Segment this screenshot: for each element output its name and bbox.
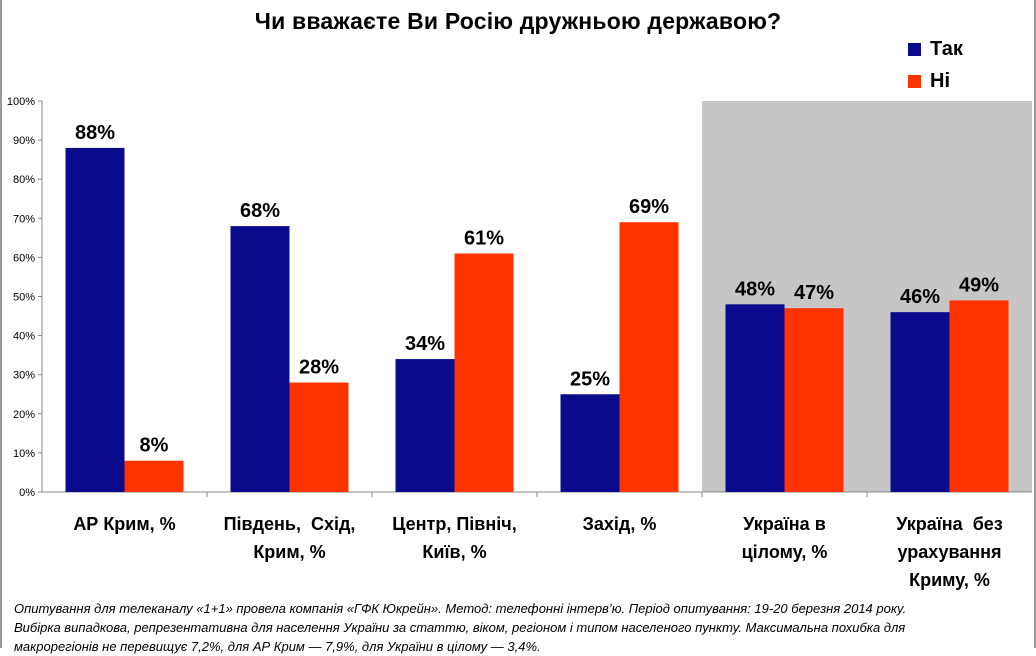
legend-item-no: Ні — [908, 65, 963, 97]
data-label-yes: 25% — [570, 368, 610, 390]
bar-no — [784, 308, 844, 492]
data-label-no: 47% — [794, 282, 834, 304]
bar-no — [454, 253, 514, 492]
y-tick-label: 50% — [13, 292, 35, 304]
legend-label-no: Ні — [930, 69, 950, 92]
category-label: АР Крим, % — [73, 514, 175, 534]
category-label: Київ, % — [422, 542, 486, 562]
y-tick-label: 30% — [13, 370, 35, 382]
category-label: Захід, % — [583, 514, 657, 534]
data-label-no: 61% — [464, 227, 504, 249]
legend-label-yes: Так — [930, 37, 963, 60]
bar-yes — [230, 226, 290, 492]
y-tick-label: 70% — [13, 213, 35, 225]
bar-yes — [560, 394, 620, 492]
y-tick-label: 100% — [7, 96, 35, 108]
data-label-no: 28% — [299, 357, 339, 379]
bar-yes — [725, 304, 785, 492]
y-tick-label: 80% — [13, 174, 35, 186]
data-label-yes: 88% — [75, 122, 115, 144]
y-tick-label: 0% — [19, 487, 35, 499]
left-frame-border — [0, 0, 2, 648]
legend-swatch-yes — [908, 42, 921, 56]
bar-no — [124, 460, 184, 492]
footnote-line: Опитування для телеканалу «1+1» провела … — [14, 601, 907, 616]
category-label: Криму, % — [909, 570, 990, 590]
y-tick-label: 40% — [13, 331, 35, 343]
footnote-line: Вибірка випадкова, репрезентативна для н… — [14, 620, 906, 635]
data-label-yes: 48% — [735, 278, 775, 300]
bar-yes — [65, 147, 125, 493]
data-label-no: 8% — [140, 435, 169, 457]
y-tick-label: 90% — [13, 135, 35, 147]
bar-no — [619, 222, 679, 492]
category-label: Україна без — [896, 514, 1003, 534]
data-label-no: 49% — [959, 274, 999, 296]
category-label: урахування — [897, 542, 1001, 562]
bar-yes — [890, 312, 950, 492]
data-label-yes: 34% — [405, 333, 445, 355]
legend-swatch-no — [908, 74, 921, 88]
bar-yes — [395, 359, 455, 492]
data-label-no: 69% — [629, 196, 669, 218]
category-label: Центр, Північ, — [392, 514, 516, 534]
bar-no — [289, 382, 349, 492]
footnote-line: макрорегіонів не перевищує 7,2%, для АР … — [14, 639, 541, 654]
legend: Так Ні — [908, 33, 963, 97]
category-label: Південь, Схід, — [224, 514, 356, 534]
y-tick-label: 10% — [13, 448, 35, 460]
right-frame-border — [1034, 0, 1036, 648]
category-label: цілому, % — [742, 542, 828, 562]
category-label: Крим, % — [253, 542, 325, 562]
footnote: Опитування для телеканалу «1+1» провела … — [14, 599, 1024, 656]
legend-item-yes: Так — [908, 33, 963, 65]
data-label-yes: 68% — [240, 200, 280, 222]
chart-title: Чи вважаєте Ви Росію дружньою державою? — [254, 8, 782, 34]
bar-no — [949, 300, 1009, 492]
data-label-yes: 46% — [900, 286, 940, 308]
category-label: Україна в — [743, 514, 826, 534]
y-tick-label: 20% — [13, 409, 35, 421]
y-tick-label: 60% — [13, 252, 35, 264]
